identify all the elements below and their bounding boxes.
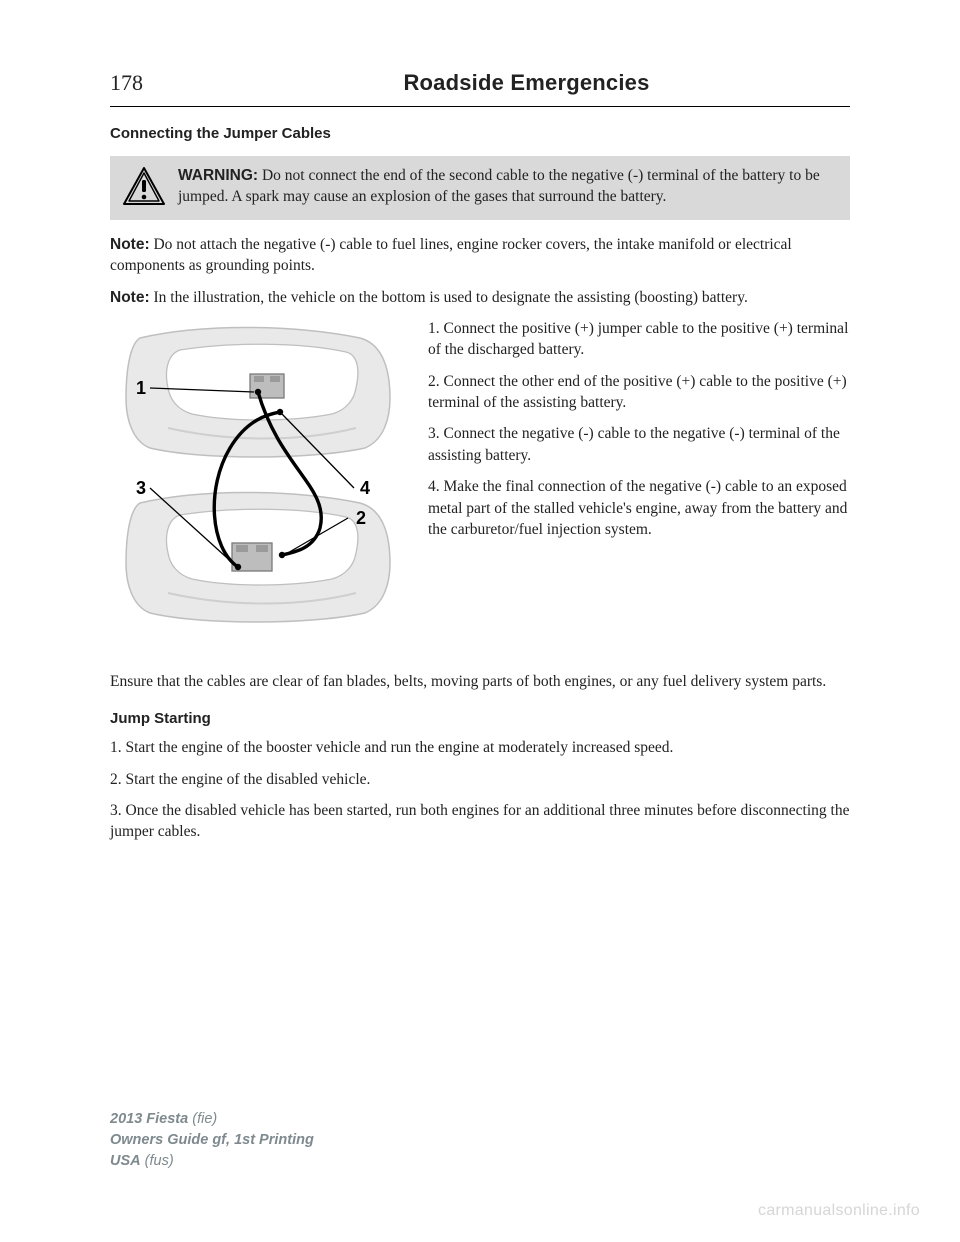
footer-model: 2013 Fiesta (110, 1111, 188, 1127)
warning-label: WARNING: (178, 167, 258, 184)
step-1: 1. Connect the positive (+) jumper cable… (428, 318, 850, 361)
warning-text: WARNING: Do not connect the end of the s… (178, 166, 838, 208)
footer-region-code: (fus) (145, 1153, 174, 1169)
illustration: 1 2 3 4 (110, 318, 410, 663)
note-2-label: Note: (110, 289, 150, 306)
footer-region: USA (110, 1153, 141, 1169)
warning-callout: WARNING: Do not connect the end of the s… (110, 156, 850, 220)
illustration-and-steps: 1 2 3 4 1. Connect the positive (+) jump… (110, 318, 850, 663)
step-2: 2. Connect the other end of the positive… (428, 371, 850, 414)
note-2: Note: In the illustration, the vehicle o… (110, 287, 850, 308)
note-1-label: Note: (110, 236, 150, 253)
warning-icon (122, 166, 166, 206)
step-3: 3. Connect the negative (-) cable to the… (428, 423, 850, 466)
manual-page: 178 Roadside Emergencies Connecting the … (0, 0, 960, 1242)
jump-start-step-1: 1. Start the engine of the booster vehic… (110, 737, 850, 758)
section-heading-jump-starting: Jump Starting (110, 710, 850, 727)
watermark: carmanualsonline.info (758, 1202, 920, 1220)
note-1: Note: Do not attach the negative (-) cab… (110, 234, 850, 277)
note-2-text: In the illustration, the vehicle on the … (153, 289, 747, 306)
footer-model-code: (fie) (192, 1111, 217, 1127)
illus-label-2: 2 (356, 508, 366, 528)
page-number: 178 (110, 70, 143, 96)
header-rule (110, 106, 850, 107)
after-illustration-note: Ensure that the cables are clear of fan … (110, 671, 850, 692)
footer-guide: Owners Guide gf, 1st Printing (110, 1130, 314, 1151)
page-header: 178 Roadside Emergencies (110, 70, 850, 96)
illus-label-3: 3 (136, 478, 146, 498)
page-footer: 2013 Fiesta (fie) Owners Guide gf, 1st P… (110, 1109, 314, 1172)
jump-start-step-2: 2. Start the engine of the disabled vehi… (110, 769, 850, 790)
illus-label-1: 1 (136, 378, 146, 398)
jumper-steps: 1. Connect the positive (+) jumper cable… (428, 318, 850, 663)
jump-start-step-3: 3. Once the disabled vehicle has been st… (110, 800, 850, 843)
note-1-text: Do not attach the negative (-) cable to … (110, 236, 792, 274)
chapter-title: Roadside Emergencies (203, 70, 850, 96)
warning-body: Do not connect the end of the second cab… (178, 167, 820, 205)
section-heading-connecting: Connecting the Jumper Cables (110, 125, 850, 142)
illus-label-4: 4 (360, 478, 370, 498)
step-4: 4. Make the final connection of the nega… (428, 476, 850, 540)
